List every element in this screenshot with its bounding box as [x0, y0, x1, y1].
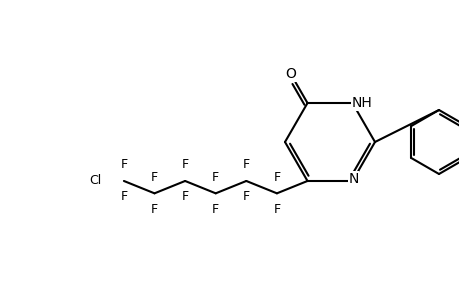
Text: F: F — [242, 190, 249, 203]
Text: F: F — [242, 158, 249, 172]
Text: F: F — [212, 203, 219, 216]
Text: Cl: Cl — [90, 175, 102, 188]
Text: F: F — [212, 171, 219, 184]
Text: O: O — [285, 68, 296, 82]
Text: F: F — [151, 203, 158, 216]
Text: F: F — [273, 171, 280, 184]
Text: F: F — [120, 190, 127, 203]
Text: F: F — [181, 190, 188, 203]
Text: N: N — [347, 172, 358, 186]
Text: F: F — [181, 158, 188, 172]
Text: NH: NH — [351, 96, 372, 110]
Text: F: F — [120, 158, 127, 172]
Text: F: F — [273, 203, 280, 216]
Text: F: F — [151, 171, 158, 184]
